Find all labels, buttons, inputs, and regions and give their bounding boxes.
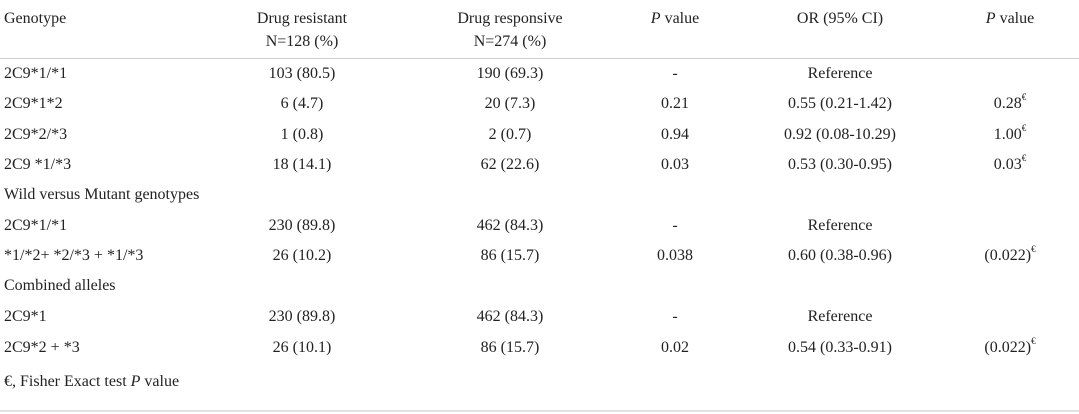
table-row: 2C9*2/*3 1 (0.8) 2 (0.7) 0.94 0.92 (0.08-10.… [0, 123, 1079, 146]
drug-resistant-cell: 26 (10.2) [272, 247, 332, 264]
table-row: 2C9*1/*1 103 (80.5) 190 (69.3) - Reference [0, 63, 1079, 85]
table-header-row-2: N=128 (%) N=274 (%) [0, 31, 1079, 53]
genotype-cell: 2C9*1/*1 [4, 65, 68, 82]
drug-responsive-cell: 62 (22.6) [480, 156, 540, 173]
header-resistant-n: N=128 (%) [265, 33, 339, 50]
p-value-2-cell: 0.28€ [993, 92, 1027, 112]
p-value-cell: 0.94 [661, 126, 689, 143]
or-ci-cell: 0.92 (0.08-10.29) [784, 126, 896, 143]
header-p-value-2: P value [985, 10, 1035, 27]
or-ci-cell: 0.55 (0.21-1.42) [788, 95, 892, 112]
header-p-value: P value [650, 10, 700, 27]
or-ci-cell: 0.53 (0.30-0.95) [788, 156, 892, 173]
genotype-cell: 2C9 *1/*3 [4, 156, 72, 173]
drug-responsive-cell: 20 (7.3) [484, 95, 536, 112]
section-title-wild-vs-mutant: Wild versus Mutant genotypes [4, 186, 200, 203]
drug-resistant-cell: 230 (89.8) [268, 308, 336, 325]
drug-resistant-cell: 230 (89.8) [268, 217, 336, 234]
fisher-mark: € [1021, 92, 1027, 102]
drug-responsive-cell: 462 (84.3) [476, 217, 544, 234]
footnote: €, Fisher Exact test P value [4, 373, 180, 390]
drug-responsive-cell: 2 (0.7) [488, 126, 532, 143]
table-header-row: Genotype Drug resistant Drug responsive … [0, 8, 1079, 30]
genotype-cell: 2C9*1 [4, 308, 47, 325]
drug-resistant-cell: 18 (14.1) [272, 156, 332, 173]
p-value-2-cell: (0.022)€ [984, 244, 1036, 264]
p-value-cell: - [672, 308, 678, 325]
drug-responsive-cell: 462 (84.3) [476, 308, 544, 325]
table-row: 2C9*1*2 6 (4.7) 20 (7.3) 0.21 0.55 (0.21-1.4… [0, 92, 1079, 115]
p-value-2-cell: 0.03€ [993, 153, 1027, 173]
header-drug-resistant: Drug resistant [256, 10, 348, 27]
p-value-cell: 0.02 [661, 339, 689, 356]
p-value-2-cell: (0.022)€ [984, 336, 1036, 356]
table-row: 2C9*1/*1 230 (89.8) 462 (84.3) - Reference [0, 215, 1079, 237]
p-value-cell: - [672, 65, 678, 82]
p-value-2-cell: 1.00€ [993, 123, 1027, 143]
genotype-cell: 2C9*1/*1 [4, 217, 68, 234]
p-value-cell: 0.21 [661, 95, 689, 112]
section-title-combined-alleles: Combined alleles [4, 277, 116, 294]
or-ci-cell: Reference [807, 217, 873, 234]
header-divider [0, 58, 1079, 59]
or-ci-cell: Reference [807, 308, 873, 325]
drug-resistant-cell: 1 (0.8) [280, 126, 324, 143]
or-ci-cell: 0.60 (0.38-0.96) [788, 247, 892, 264]
drug-responsive-cell: 190 (69.3) [476, 65, 544, 82]
header-responsive-n: N=274 (%) [473, 33, 547, 50]
p-value-cell: - [672, 217, 678, 234]
or-ci-cell: 0.54 (0.33-0.91) [788, 339, 892, 356]
header-drug-responsive: Drug responsive [457, 10, 563, 27]
table-row: *1/*2+ *2/*3 + *1/*3 26 (10.2) 86 (15.7) 0.… [0, 244, 1079, 267]
genotype-cell: 2C9*2 + *3 [4, 339, 80, 356]
fisher-mark: € [1021, 123, 1027, 133]
drug-responsive-cell: 86 (15.7) [480, 339, 540, 356]
table-row: 2C9*1 230 (89.8) 462 (84.3) - Reference [0, 306, 1079, 328]
bottom-border [0, 410, 1079, 412]
genotype-cell: 2C9*2/*3 [4, 126, 68, 143]
fisher-mark: € [1031, 244, 1036, 254]
fisher-mark: € [1031, 336, 1036, 346]
header-or-ci: OR (95% CI) [796, 10, 884, 27]
table-row: 2C9 *1/*3 18 (14.1) 62 (22.6) 0.03 0.53 (0.3… [0, 153, 1079, 176]
drug-resistant-cell: 6 (4.7) [280, 95, 324, 112]
drug-resistant-cell: 103 (80.5) [268, 65, 336, 82]
genotype-cell: *1/*2+ *2/*3 + *1/*3 [4, 247, 144, 264]
drug-responsive-cell: 86 (15.7) [480, 247, 540, 264]
p-value-cell: 0.038 [657, 247, 693, 264]
drug-resistant-cell: 26 (10.1) [272, 339, 332, 356]
header-genotype: Genotype [4, 10, 67, 27]
fisher-mark: € [1021, 153, 1027, 163]
genotype-cell: 2C9*1*2 [4, 95, 63, 112]
table-row: 2C9*2 + *3 26 (10.1) 86 (15.7) 0.02 0.54 (0.… [0, 336, 1079, 359]
p-value-cell: 0.03 [661, 156, 689, 173]
or-ci-cell: Reference [807, 65, 873, 82]
